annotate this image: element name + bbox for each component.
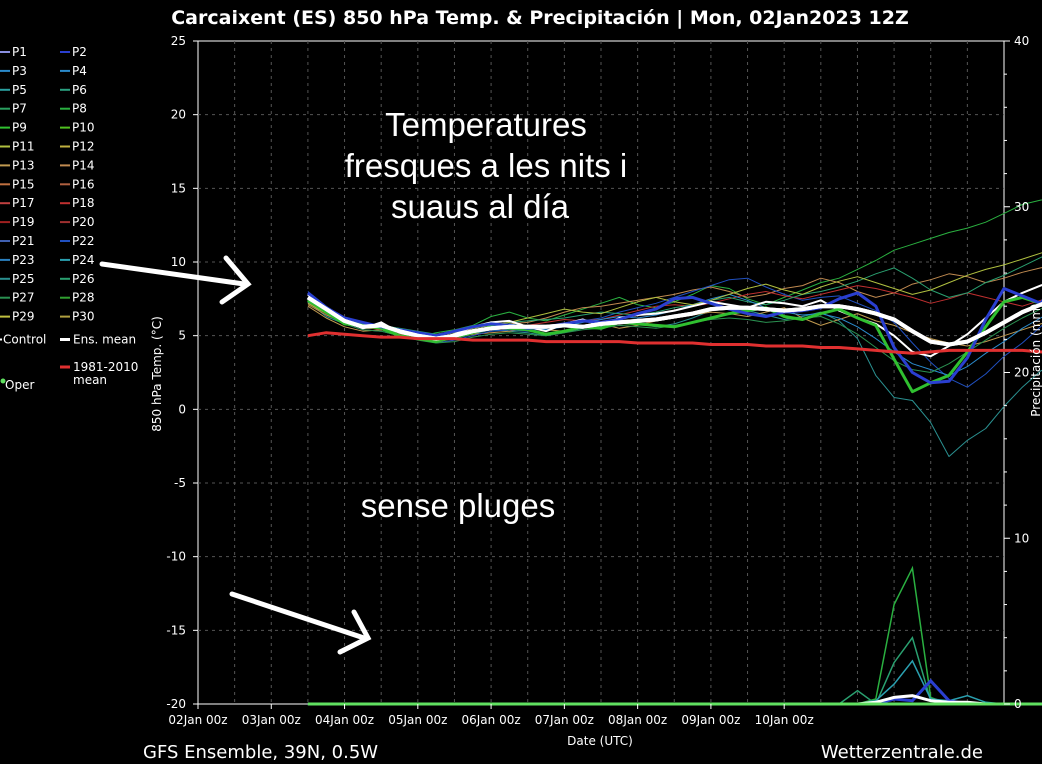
x-axis-ticks: 02Jan 00z 03Jan 00z 04Jan 00z 05Jan 00z 06Ja… [168, 704, 814, 727]
y2-tick-label: 20 [1014, 366, 1029, 380]
climate-mean-series [307, 331, 1042, 355]
legend-label: P5 [12, 83, 27, 97]
legend-label: P13 [12, 158, 35, 172]
x-tick-label: 09Jan 00z [681, 713, 740, 727]
arrow-precipitation [229, 591, 372, 655]
footer-source: Wetterzentrale.de [821, 742, 983, 763]
legend-label: P14 [72, 158, 95, 172]
y-tick-label: -5 [174, 476, 186, 490]
legend-label: P10 [72, 121, 95, 135]
annotation-line-2: fresques a les nits i [345, 147, 627, 184]
x-tick-label: 07Jan 00z [535, 713, 594, 727]
legend-label: P22 [72, 234, 95, 248]
chart-title: Carcaixent (ES) 850 hPa Temp. & Precipit… [171, 7, 909, 29]
temp-series-p8 [307, 199, 1042, 338]
legend-label: mean [73, 373, 107, 387]
legend-label: P6 [72, 83, 87, 97]
x-tick-label: 08Jan 00z [608, 713, 667, 727]
legend-label: P15 [12, 177, 35, 191]
legend-label: P29 [12, 310, 35, 324]
y2-tick-label: 30 [1014, 200, 1029, 214]
precipitation-lines [307, 565, 1042, 706]
x-axis-label: Date (UTC) [567, 734, 633, 748]
arrow-temperature [99, 255, 252, 305]
legend-label: P25 [12, 272, 35, 286]
y2-axis-ticks: 0 10 20 30 40 [1004, 34, 1029, 711]
y2-tick-label: 10 [1014, 531, 1029, 545]
y-axis-label: 850 hPa Temp. (°C) [150, 316, 164, 432]
legend-label: Control [3, 333, 46, 347]
legend-label: P28 [72, 291, 95, 305]
y-tick-label: 15 [171, 181, 186, 195]
annotations: Temperatures fresques a les nits i suaus… [99, 106, 627, 655]
legend-label: P11 [12, 140, 35, 154]
y2-tick-label: 0 [1014, 697, 1022, 711]
temp-series-oper [307, 295, 1042, 394]
y-tick-label: 10 [171, 255, 186, 269]
legend-label: P18 [72, 196, 95, 210]
y-tick-label: 5 [178, 329, 186, 343]
legend-label: P23 [12, 253, 35, 267]
legend-label: P16 [72, 177, 95, 191]
x-tick-label: 06Jan 00z [462, 713, 521, 727]
annotation-line-3: suaus al día [391, 188, 570, 225]
y2-axis-label: Precipitación (mm) [1029, 303, 1042, 416]
legend-label: P19 [12, 215, 35, 229]
y-tick-label: 25 [171, 34, 186, 48]
y-tick-label: -15 [166, 623, 186, 637]
x-tick-label: 04Jan 00z [315, 713, 374, 727]
legend-swatch [0, 378, 6, 384]
x-tick-label: 10Jan 00z [755, 713, 814, 727]
legend-label: P4 [72, 64, 87, 78]
legend-label: P12 [72, 140, 95, 154]
x-tick-label: 05Jan 00z [388, 713, 447, 727]
legend-label: P2 [72, 45, 87, 59]
x-tick-label: 02Jan 00z [168, 713, 227, 727]
x-tick-label: 03Jan 00z [242, 713, 301, 727]
grid [198, 41, 1004, 704]
legend-label: P30 [72, 310, 95, 324]
temp-series-p2 [306, 287, 1042, 385]
legend-label: P17 [12, 196, 35, 210]
legend-label: P3 [12, 64, 27, 78]
annotation-line-4: sense pluges [361, 487, 555, 524]
y-tick-label: 0 [178, 402, 186, 416]
legend-label: P26 [72, 272, 95, 286]
legend-label: P20 [72, 215, 95, 229]
footer-model: GFS Ensemble, 39N, 0.5W [143, 742, 378, 763]
climate-mean-line [307, 331, 1042, 355]
annotation-line-1: Temperatures [385, 106, 587, 143]
legend-label: Oper [5, 378, 34, 392]
y-tick-label: 20 [171, 108, 186, 122]
y-tick-label: -10 [166, 550, 186, 564]
plot-area [197, 40, 1042, 706]
legend: P1 P2 P3 P4 P5 P6 P7 P8 P9 P10 P11 P12 P13 P14 P15 P16 P… [0, 45, 138, 392]
y2-tick-label: 40 [1014, 34, 1029, 48]
legend-label: P9 [12, 121, 27, 135]
legend-label: P7 [12, 102, 27, 116]
legend-label: P8 [72, 102, 87, 116]
y-axis-ticks: -20 -15 -10 -5 0 5 10 15 20 25 [166, 34, 198, 711]
legend-label: P1 [12, 45, 27, 59]
legend-label: P27 [12, 291, 35, 305]
legend-label: P24 [72, 253, 95, 267]
legend-label: Ens. mean [73, 333, 136, 347]
y-tick-label: -20 [166, 697, 186, 711]
legend-label: P21 [12, 234, 35, 248]
legend-label: 1981-2010 [73, 360, 138, 374]
